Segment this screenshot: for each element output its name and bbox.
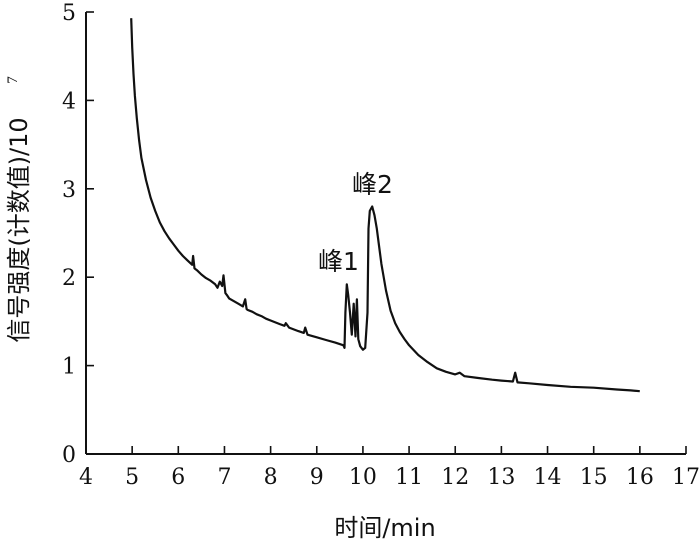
x-tick-label: 17: [672, 465, 700, 490]
annotations: 峰1 峰2: [318, 170, 393, 276]
y-tick-label: 1: [62, 355, 76, 380]
y-axis-title-group: 信号强度(计数值)/10: [5, 117, 33, 342]
x-tick-label: 9: [310, 465, 324, 490]
x-tick-label: 4: [79, 465, 93, 490]
y-axis-exponent: 7: [5, 76, 21, 84]
x-tick-label: 7: [217, 465, 231, 490]
x-tick-label: 12: [441, 465, 469, 490]
x-tick-label: 6: [171, 465, 185, 490]
axes: [85, 12, 686, 455]
y-tick-label: 4: [62, 89, 76, 114]
series-layer: [130, 18, 640, 393]
x-tick-label: 14: [534, 465, 562, 490]
x-tick-label: 5: [125, 465, 139, 490]
peak-2-label: 峰2: [352, 170, 393, 199]
x-axis-title: 时间/min: [334, 514, 435, 542]
y-tick-label: 0: [62, 443, 76, 468]
peak-1-label: 峰1: [318, 247, 359, 276]
x-tick-label: 13: [487, 465, 515, 490]
y-tick-label: 2: [62, 266, 76, 291]
y-tick-label: 5: [62, 1, 76, 26]
x-tick-label: 8: [264, 465, 278, 490]
x-tick-label: 10: [349, 465, 377, 490]
y-axis-exponent-group: 7: [5, 76, 21, 84]
x-tick-label: 16: [626, 465, 654, 490]
y-axis-title: 信号强度(计数值)/10: [5, 117, 33, 342]
x-tick-label: 11: [395, 465, 423, 490]
x-tick-label: 15: [580, 465, 608, 490]
y-tick-label: 3: [62, 178, 76, 203]
series-line: [130, 18, 640, 393]
